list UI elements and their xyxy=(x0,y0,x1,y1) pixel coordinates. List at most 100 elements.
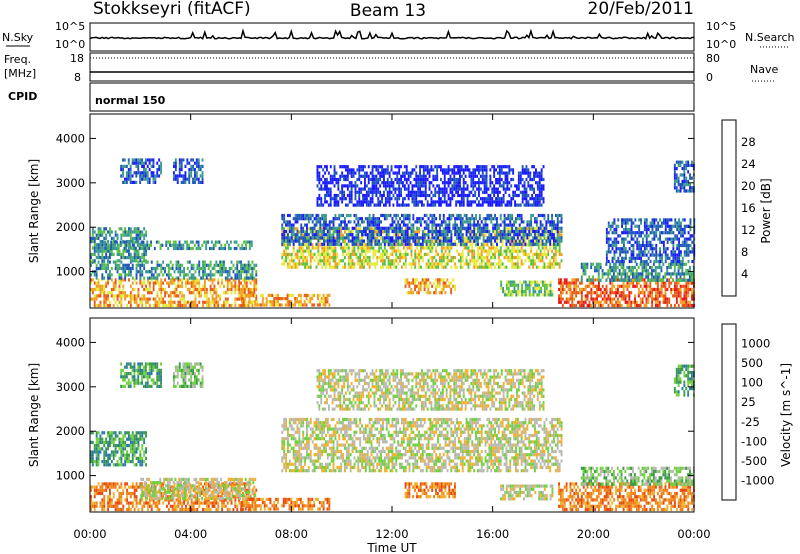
power-cell xyxy=(348,184,351,188)
power-cell xyxy=(114,246,116,251)
power-cell xyxy=(459,217,462,221)
power-cell xyxy=(464,165,467,169)
power-cell xyxy=(300,217,303,221)
power-cell xyxy=(497,187,499,191)
power-cell xyxy=(439,239,441,243)
power-cell xyxy=(475,243,477,247)
power-cell xyxy=(137,291,140,295)
power-cell xyxy=(372,240,375,244)
station-title: Stokkseyri (fitACF) xyxy=(93,0,251,19)
power-cell xyxy=(287,220,289,224)
power-cell xyxy=(504,190,507,194)
power-cell xyxy=(169,240,171,244)
power-cell xyxy=(481,181,484,185)
power-cell xyxy=(368,262,371,266)
power-cell xyxy=(501,240,504,244)
power-cell xyxy=(325,249,327,253)
power-cell xyxy=(535,203,537,207)
power-cell xyxy=(456,229,458,234)
power-cell xyxy=(556,262,559,266)
power-cell xyxy=(287,213,289,218)
power-cell xyxy=(306,265,308,269)
power-cell xyxy=(333,184,336,188)
power-cell xyxy=(311,293,314,297)
power-cell xyxy=(405,193,408,198)
power-cell xyxy=(364,200,366,204)
power-cell xyxy=(90,297,92,301)
power-cell xyxy=(473,249,476,253)
power-cell xyxy=(242,270,244,274)
power-cell xyxy=(517,193,520,198)
power-cell xyxy=(319,259,322,263)
power-cell xyxy=(579,281,581,285)
power-cell xyxy=(579,303,581,308)
power-cell xyxy=(489,181,492,185)
power-cell xyxy=(496,249,498,253)
power-cell xyxy=(469,220,472,224)
power-cell xyxy=(91,252,94,256)
power-cell xyxy=(543,242,546,246)
power-cell xyxy=(499,249,502,253)
power-cell xyxy=(384,197,387,201)
power-cell xyxy=(524,252,527,256)
power-cell xyxy=(545,242,548,246)
power-cell xyxy=(498,168,501,172)
power-cell xyxy=(335,193,338,198)
power-cell xyxy=(362,174,364,178)
power-cell xyxy=(188,243,190,247)
power-cell xyxy=(533,177,535,182)
power-cell xyxy=(402,229,405,234)
power-cell xyxy=(105,266,108,271)
power-cell xyxy=(194,278,197,282)
power-cell xyxy=(383,177,385,182)
power-cell xyxy=(129,270,132,274)
power-cell xyxy=(180,161,183,165)
power-cell xyxy=(511,265,514,269)
power-cell xyxy=(169,303,172,308)
power-cell xyxy=(539,213,542,218)
power-cell xyxy=(202,303,204,308)
power-cell xyxy=(363,233,365,237)
power-cell xyxy=(558,243,561,247)
power-cell xyxy=(299,297,302,301)
power-cell xyxy=(129,171,132,175)
power-cell xyxy=(545,239,548,243)
power-cell xyxy=(317,220,320,224)
power-cell xyxy=(496,226,498,230)
power-cell xyxy=(137,158,140,162)
power-cell xyxy=(114,294,117,298)
power-cell xyxy=(442,265,445,269)
power-cell xyxy=(156,273,159,277)
power-cell xyxy=(182,246,185,251)
power-cell xyxy=(97,233,100,237)
power-cell xyxy=(128,240,130,244)
power-cell xyxy=(448,246,451,250)
power-cell xyxy=(197,177,200,181)
power-cell xyxy=(145,230,147,234)
power-cell xyxy=(371,197,374,201)
power-cell xyxy=(427,246,430,250)
power-cell xyxy=(281,223,284,227)
power-cell xyxy=(118,300,121,304)
power-cell xyxy=(238,281,241,285)
power-cell xyxy=(580,287,583,292)
power-cell xyxy=(402,217,405,221)
power-cell xyxy=(298,293,300,297)
power-cell xyxy=(288,226,291,230)
power-cell xyxy=(478,184,480,188)
power-cell xyxy=(292,242,295,246)
power-cell xyxy=(540,174,543,178)
power-cell xyxy=(192,287,195,292)
power-cell xyxy=(404,252,407,256)
power-cell xyxy=(288,262,291,266)
power-cell xyxy=(425,262,428,266)
power-cell xyxy=(188,161,191,165)
power-cell xyxy=(525,168,528,172)
power-cell xyxy=(553,233,555,237)
power-cell xyxy=(355,227,358,231)
power-cell xyxy=(158,263,161,267)
power-cell xyxy=(329,190,332,194)
power-cell xyxy=(382,252,384,256)
power-cell xyxy=(131,297,134,301)
power-cell xyxy=(383,249,386,253)
